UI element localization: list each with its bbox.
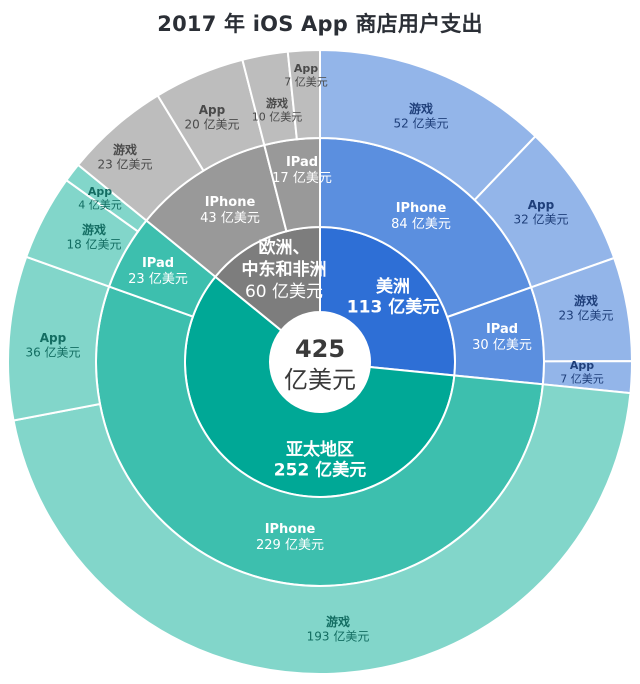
region-label-americas-name: 美洲 xyxy=(376,276,410,297)
center-total-value: 425 xyxy=(295,335,345,363)
category-label-apac-iphone-app-name: App xyxy=(40,331,67,345)
category-label-apac-ipad-games-name: 游戏 xyxy=(82,222,106,237)
device-label-apac-iphone-name: IPhone xyxy=(265,522,316,537)
category-label-apac-ipad-app-value: 4 亿美元 xyxy=(78,198,122,211)
center-total-unit: 亿美元 xyxy=(284,366,356,394)
device-label-emea-ipad-name: IPad xyxy=(286,155,318,170)
region-label-americas-value: 113 亿美元 xyxy=(347,297,439,318)
category-label-emea-iphone-games-name: 游戏 xyxy=(113,142,137,157)
region-label-emea-value: 60 亿美元 xyxy=(245,282,323,302)
device-label-apac-ipad-name: IPad xyxy=(142,256,174,271)
category-label-americas-ipad-app-value: 7 亿美元 xyxy=(560,372,604,385)
center-total: 425 亿美元 xyxy=(270,312,370,412)
category-label-emea-ipad-games-name: 游戏 xyxy=(266,96,288,110)
region-label-apac-value: 252 亿美元 xyxy=(274,460,366,481)
category-label-americas-iphone-games-value: 52 亿美元 xyxy=(393,116,448,131)
device-label-emea-ipad-value: 17 亿美元 xyxy=(272,171,332,186)
category-label-emea-iphone-app-name: App xyxy=(199,103,226,117)
device-label-americas-iphone-name: IPhone xyxy=(396,201,447,216)
device-label-apac-iphone-value: 229 亿美元 xyxy=(256,538,324,553)
category-segment-emea-ipad-app xyxy=(286,48,321,141)
device-label-emea-iphone-name: IPhone xyxy=(205,195,256,210)
sunburst-rings xyxy=(7,48,634,675)
category-label-emea-iphone-games-value: 23 亿美元 xyxy=(97,157,152,172)
category-segment-apac-iphone-games xyxy=(12,383,632,675)
device-label-emea-iphone-value: 43 亿美元 xyxy=(200,211,260,226)
category-label-apac-iphone-games-value: 193 亿美元 xyxy=(307,629,370,644)
category-label-emea-ipad-app-name: App xyxy=(294,62,318,75)
center-circle xyxy=(270,312,370,412)
category-label-americas-ipad-games-value: 23 亿美元 xyxy=(558,308,613,323)
category-label-apac-ipad-app-name: App xyxy=(88,185,112,198)
category-label-emea-ipad-games-value: 10 亿美元 xyxy=(252,110,303,123)
category-label-emea-iphone-app-value: 20 亿美元 xyxy=(184,117,239,132)
category-label-americas-iphone-app-value: 32 亿美元 xyxy=(513,212,568,227)
region-label-emea-name: 欧洲、 xyxy=(259,237,310,258)
category-label-americas-ipad-games-name: 游戏 xyxy=(574,293,598,308)
category-label-apac-iphone-app-value: 36 亿美元 xyxy=(25,345,80,360)
device-label-apac-ipad-value: 23 亿美元 xyxy=(128,272,188,287)
category-label-emea-ipad-app-value: 7 亿美元 xyxy=(284,75,328,88)
category-label-americas-iphone-app-name: App xyxy=(528,198,555,212)
category-label-americas-ipad-app-name: App xyxy=(570,359,594,372)
region-label-apac-name: 亚太地区 xyxy=(286,439,354,460)
category-label-americas-iphone-games-name: 游戏 xyxy=(409,101,433,116)
device-label-americas-iphone-value: 84 亿美元 xyxy=(391,217,451,232)
region-label-emea-name: 中东和非洲 xyxy=(242,259,327,280)
device-label-americas-ipad-value: 30 亿美元 xyxy=(472,338,532,353)
category-label-apac-ipad-games-value: 18 亿美元 xyxy=(66,237,121,252)
chart-title: 2017 年 iOS App 商店用户支出 xyxy=(157,12,483,36)
device-label-americas-ipad-name: IPad xyxy=(486,322,518,337)
category-label-apac-iphone-games-name: 游戏 xyxy=(326,614,350,629)
